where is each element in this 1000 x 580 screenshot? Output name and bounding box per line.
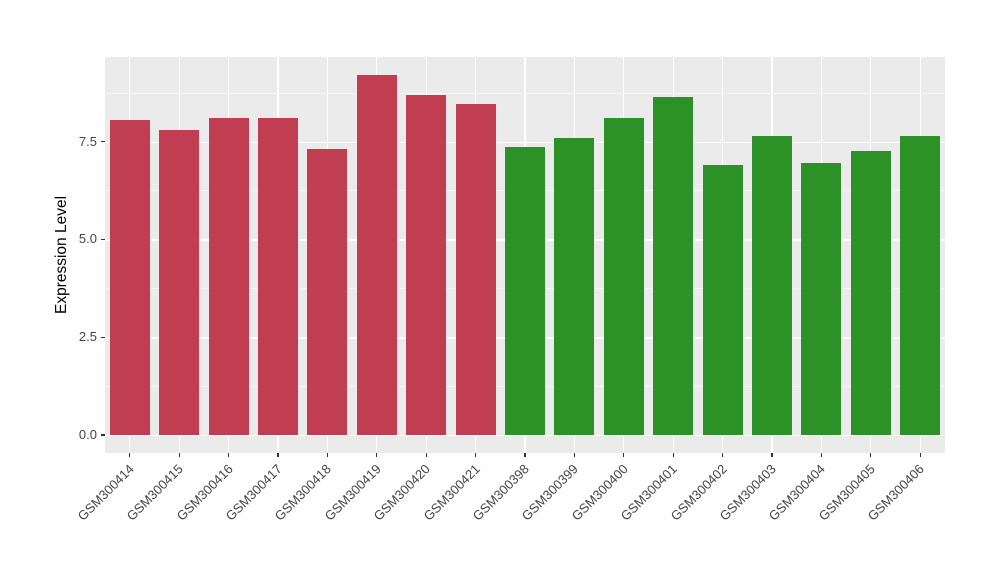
bar xyxy=(208,118,249,435)
x-tick-mark xyxy=(425,453,427,457)
bar xyxy=(752,135,793,435)
bar xyxy=(653,96,694,435)
y-tick-label: 7.5 xyxy=(78,133,97,149)
x-tick-mark xyxy=(919,453,921,457)
y-tick-label: 5.0 xyxy=(78,231,97,247)
bar xyxy=(159,129,200,435)
y-tick-label: 0.0 xyxy=(78,427,97,442)
x-tick-mark xyxy=(573,453,575,457)
x-tick-mark xyxy=(524,453,526,457)
x-tick-mark xyxy=(129,453,131,457)
bar xyxy=(257,118,298,435)
bar xyxy=(702,165,743,435)
bar xyxy=(850,151,891,435)
x-tick-mark xyxy=(623,453,625,457)
plot-panel xyxy=(105,57,945,453)
bar xyxy=(406,94,447,435)
bar xyxy=(307,149,348,435)
x-tick-mark xyxy=(672,453,674,457)
x-tick-mark xyxy=(870,453,872,457)
bar xyxy=(356,75,397,435)
y-tick-mark xyxy=(101,336,105,338)
x-tick-mark xyxy=(771,453,773,457)
x-tick-mark xyxy=(820,453,823,457)
y-tick-mark xyxy=(101,434,105,436)
x-tick-mark xyxy=(277,453,279,457)
bar xyxy=(109,120,150,435)
x-tick-mark xyxy=(326,453,328,457)
bar xyxy=(603,118,644,435)
x-tick-mark xyxy=(227,453,230,457)
x-tick-mark xyxy=(178,453,180,457)
x-tick-mark xyxy=(376,453,378,457)
y-axis-title: Expression Level xyxy=(53,195,70,315)
y-tick-label: 2.5 xyxy=(78,329,97,345)
bar xyxy=(505,147,545,435)
bar xyxy=(554,137,595,435)
y-tick-mark xyxy=(101,238,105,240)
x-tick-mark xyxy=(722,453,724,457)
y-tick-mark xyxy=(101,140,105,143)
bar xyxy=(455,104,496,435)
x-tick-mark xyxy=(474,453,477,457)
bar xyxy=(900,135,941,435)
bar xyxy=(801,163,842,435)
